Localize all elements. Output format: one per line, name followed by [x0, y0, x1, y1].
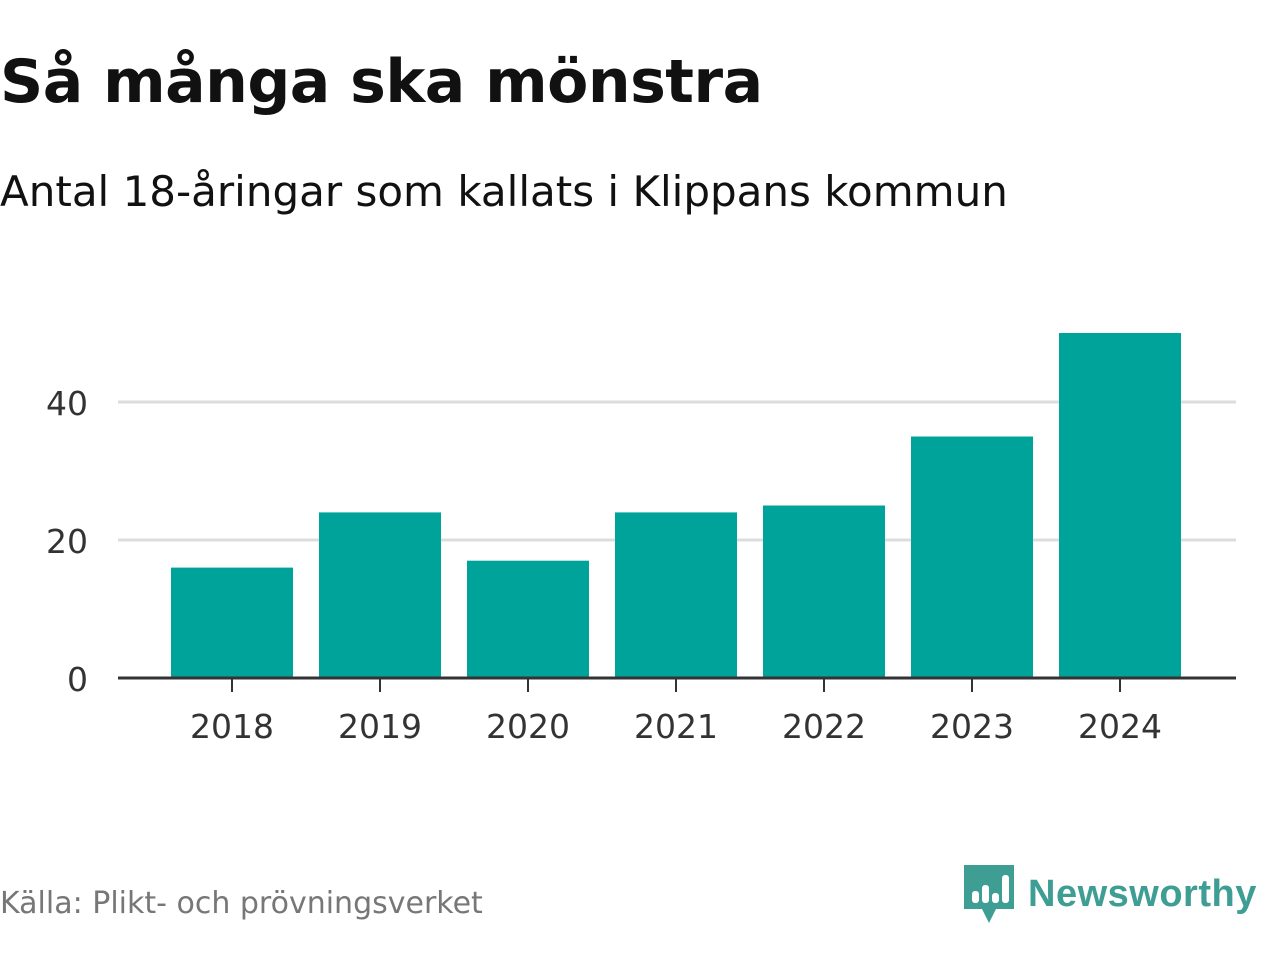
source-note: Källa: Plikt- och prövningsverket [0, 886, 483, 921]
newsworthy-logo-icon [964, 865, 1014, 923]
x-axis-ticks: 2018 2019 2020 2021 2022 2023 2024 [190, 678, 1162, 746]
x-tick-label: 2024 [1078, 707, 1162, 746]
y-tick-label: 0 [67, 660, 88, 699]
x-tick-label: 2018 [190, 707, 274, 746]
x-tick-label: 2022 [782, 707, 866, 746]
chart-title: Så många ska mönstra [0, 47, 763, 117]
x-tick-label: 2020 [486, 707, 570, 746]
bar-2019 [319, 512, 441, 678]
bar-2018 [171, 567, 293, 678]
bar-2023 [911, 436, 1033, 678]
bars [171, 333, 1181, 678]
y-tick-label: 40 [46, 384, 88, 423]
chart-subtitle: Antal 18-åringar som kallats i Klippans … [0, 167, 1008, 216]
x-tick-label: 2019 [338, 707, 422, 746]
x-tick-label: 2023 [930, 707, 1014, 746]
brand-name: Newsworthy [1028, 872, 1257, 915]
bar-2022 [763, 505, 885, 678]
y-tick-labels: 0 20 40 [46, 384, 88, 699]
brand-logo: Newsworthy [962, 862, 1257, 926]
bar-2024 [1059, 333, 1181, 678]
y-tick-label: 20 [46, 522, 88, 561]
bar-2020 [467, 560, 589, 678]
bar-2021 [615, 512, 737, 678]
x-tick-label: 2021 [634, 707, 718, 746]
